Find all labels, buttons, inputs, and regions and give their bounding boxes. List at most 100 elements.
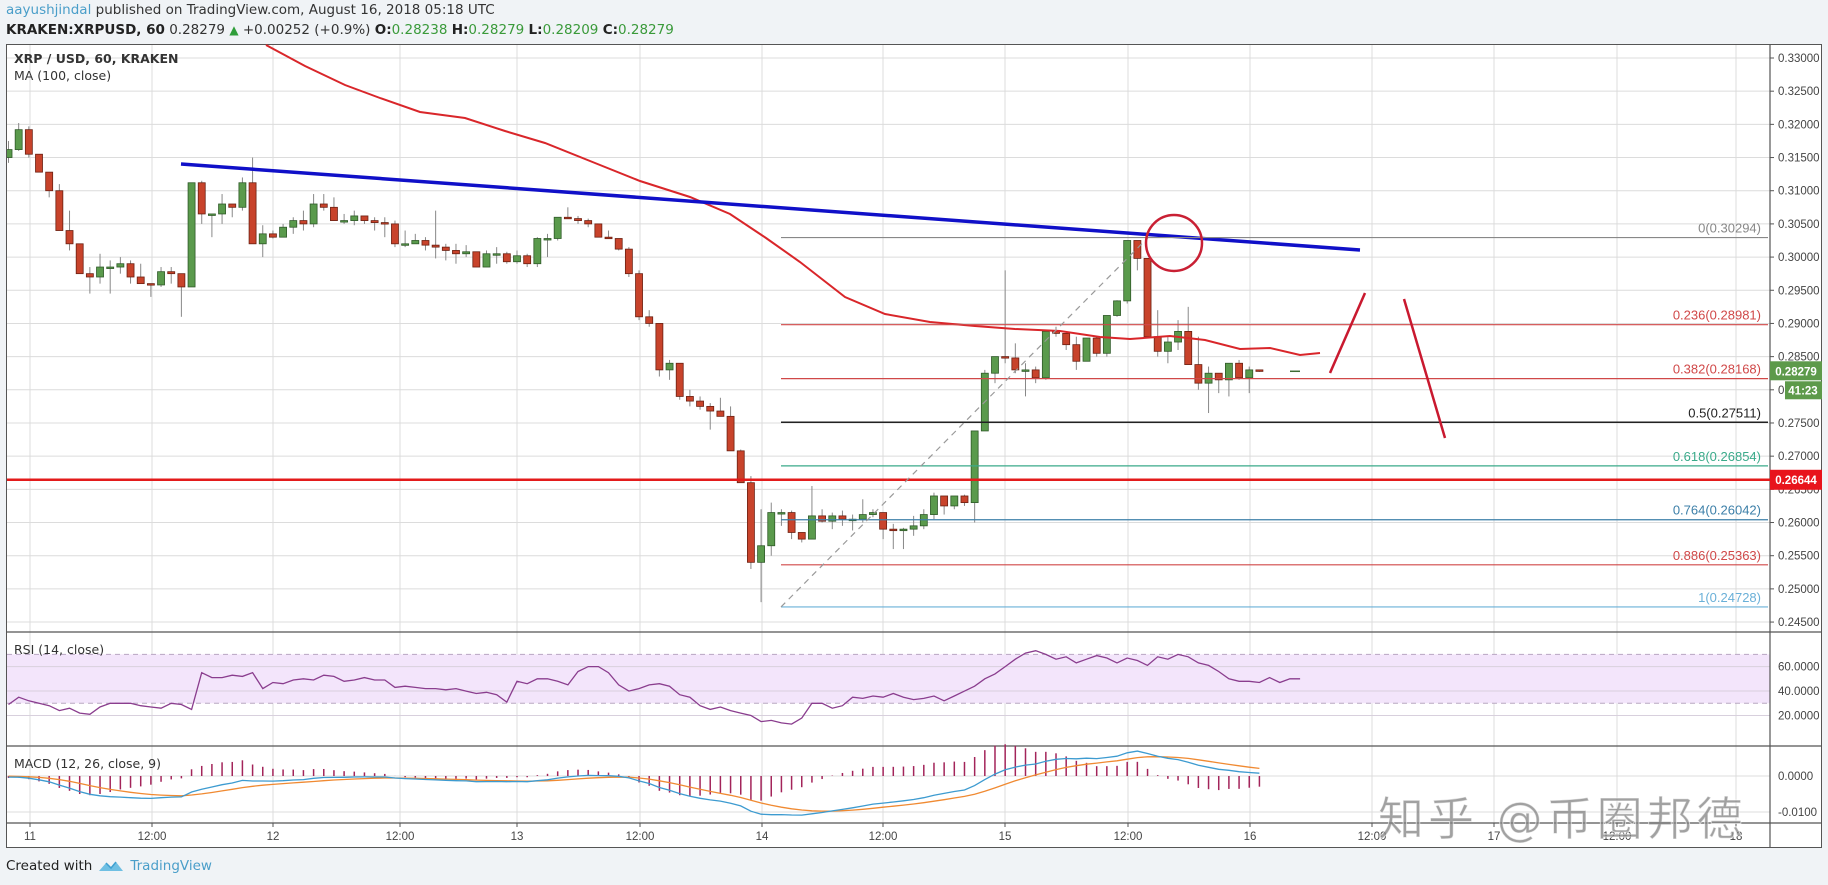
candle-down[interactable] (675, 362, 684, 397)
candle-down[interactable] (645, 316, 654, 324)
candle-down[interactable] (614, 238, 623, 250)
candle-down[interactable] (1235, 362, 1243, 379)
candle-down[interactable] (502, 253, 511, 263)
candle-down[interactable] (452, 250, 460, 255)
candle-up[interactable] (401, 243, 410, 246)
candle-down[interactable] (787, 512, 796, 533)
candle-up[interactable] (767, 512, 776, 547)
candle-up[interactable] (1082, 337, 1091, 362)
candle-down[interactable] (126, 263, 135, 278)
tradingview-link[interactable]: TradingView (130, 858, 212, 874)
candle-down[interactable] (889, 528, 898, 532)
candle-up[interactable] (950, 495, 959, 507)
candle-down[interactable] (431, 244, 440, 248)
candle-up[interactable] (858, 514, 867, 520)
candle-down[interactable] (584, 220, 593, 225)
candle-up[interactable] (1113, 300, 1121, 316)
candle-down[interactable] (696, 400, 704, 407)
candle-down[interactable] (65, 230, 74, 245)
candle-up[interactable] (411, 240, 420, 245)
candle-down[interactable] (319, 203, 328, 208)
candle-down[interactable] (747, 482, 755, 563)
candle-down[interactable] (167, 271, 176, 275)
candle-down[interactable] (635, 273, 643, 318)
candle-up[interactable] (553, 216, 562, 239)
candle-up[interactable] (482, 253, 491, 268)
candle-up[interactable] (1225, 362, 1233, 381)
candle-down[interactable] (472, 251, 481, 268)
candle-up[interactable] (543, 238, 552, 241)
candle-down[interactable] (604, 236, 613, 240)
candle-up[interactable] (1041, 331, 1050, 379)
candle-down[interactable] (655, 323, 664, 371)
candle-up[interactable] (899, 528, 908, 532)
candle-up[interactable] (462, 251, 471, 255)
candle-down[interactable] (685, 396, 694, 402)
candle-down[interactable] (594, 223, 603, 238)
candle-up[interactable] (309, 203, 318, 225)
candle-down[interactable] (136, 276, 145, 285)
candle-up[interactable] (279, 226, 287, 238)
candle-down[interactable] (726, 415, 735, 452)
candle-up[interactable] (96, 266, 104, 278)
candle-up[interactable] (828, 515, 837, 522)
candle-up[interactable] (187, 182, 196, 288)
candle-up[interactable] (106, 266, 115, 269)
rsi-legend[interactable]: RSI (14, close) (14, 641, 104, 658)
candle-down[interactable] (523, 255, 532, 265)
candle-down[interactable] (299, 220, 308, 225)
candle-down[interactable] (574, 218, 582, 221)
candle-down[interactable] (441, 246, 450, 251)
highlight-circle[interactable] (1144, 213, 1204, 273)
candle-up[interactable] (909, 525, 918, 530)
candle-up[interactable] (340, 220, 349, 223)
candle-down[interactable] (421, 240, 430, 246)
candle-up[interactable] (116, 263, 125, 268)
ma-indicator-label[interactable]: MA (100, close) (14, 68, 112, 83)
candle-down[interactable] (716, 410, 725, 417)
candle-up[interactable] (777, 512, 786, 515)
candle-down[interactable] (1092, 337, 1101, 354)
candle-up[interactable] (157, 271, 165, 286)
candle-down[interactable] (391, 223, 399, 245)
candle-up[interactable] (869, 512, 877, 515)
candle-down[interactable] (35, 153, 43, 173)
projection-down-line[interactable] (1402, 298, 1447, 439)
candle-down[interactable] (624, 248, 633, 275)
candle-up[interactable] (289, 220, 298, 228)
candle-up[interactable] (218, 203, 226, 215)
candle-down[interactable] (269, 233, 277, 238)
candle-down[interactable] (563, 216, 572, 220)
candle-up[interactable] (757, 545, 765, 563)
candle-down[interactable] (24, 129, 33, 155)
candle-up[interactable] (207, 213, 216, 216)
candle-down[interactable] (380, 222, 389, 225)
candle-up[interactable] (970, 430, 979, 504)
candle-up[interactable] (492, 253, 501, 256)
candle-up[interactable] (238, 182, 247, 208)
candle-up[interactable] (665, 362, 674, 371)
candle-down[interactable] (55, 190, 64, 231)
candle-down[interactable] (818, 515, 826, 522)
candle-down[interactable] (706, 405, 715, 412)
candle-up[interactable] (533, 238, 542, 265)
candle-down[interactable] (797, 532, 806, 540)
candle-up[interactable] (5, 149, 13, 158)
candle-down[interactable] (1255, 369, 1264, 372)
candle-down[interactable] (85, 273, 94, 278)
fibonacci-retracement[interactable] (781, 236, 1768, 608)
candle-up[interactable] (991, 356, 999, 374)
candle-up[interactable] (14, 129, 23, 150)
candle-down[interactable] (1133, 240, 1142, 259)
candle-up[interactable] (930, 495, 938, 515)
candle-down[interactable] (1072, 344, 1081, 362)
candle-down[interactable] (1031, 369, 1040, 379)
candle-up[interactable] (1163, 341, 1172, 352)
candle-down[interactable] (1194, 364, 1203, 384)
candle-down[interactable] (197, 182, 206, 215)
candle-down[interactable] (1184, 331, 1193, 365)
candle-down[interactable] (1214, 372, 1223, 381)
candle-down[interactable] (330, 206, 338, 221)
candle-up[interactable] (1123, 240, 1132, 302)
